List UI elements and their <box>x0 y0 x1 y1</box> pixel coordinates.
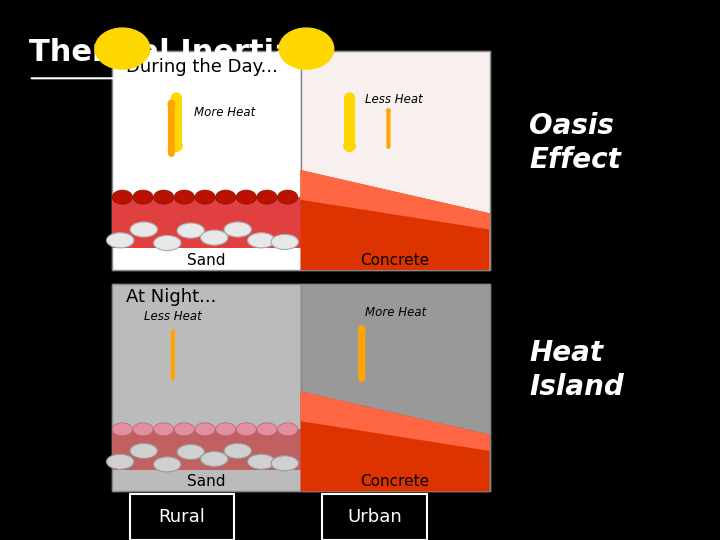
FancyBboxPatch shape <box>112 197 301 248</box>
Ellipse shape <box>130 443 158 458</box>
Ellipse shape <box>248 233 275 248</box>
Ellipse shape <box>271 456 299 471</box>
Ellipse shape <box>278 190 298 204</box>
Text: Less Heat: Less Heat <box>365 93 423 106</box>
Ellipse shape <box>257 423 277 436</box>
Text: Sand: Sand <box>187 253 225 268</box>
FancyBboxPatch shape <box>301 51 490 270</box>
Ellipse shape <box>177 223 204 238</box>
Ellipse shape <box>201 451 228 467</box>
Ellipse shape <box>130 222 158 237</box>
Ellipse shape <box>278 423 298 436</box>
Ellipse shape <box>201 230 228 245</box>
Ellipse shape <box>236 423 256 436</box>
Text: Concrete: Concrete <box>361 253 430 268</box>
Text: Thermal Inertia: Thermal Inertia <box>29 38 294 67</box>
Text: Heat
Island: Heat Island <box>529 339 624 401</box>
FancyBboxPatch shape <box>323 494 426 540</box>
Text: Rural: Rural <box>158 508 205 526</box>
Ellipse shape <box>215 423 235 436</box>
Text: Concrete: Concrete <box>361 474 430 489</box>
Ellipse shape <box>153 457 181 472</box>
Ellipse shape <box>195 190 215 204</box>
Ellipse shape <box>271 234 299 249</box>
Ellipse shape <box>153 235 181 251</box>
Ellipse shape <box>153 423 174 436</box>
Circle shape <box>95 28 150 69</box>
Ellipse shape <box>133 423 153 436</box>
Polygon shape <box>301 170 490 270</box>
Ellipse shape <box>224 222 251 237</box>
Ellipse shape <box>174 190 194 204</box>
FancyBboxPatch shape <box>112 51 301 270</box>
Text: Oasis
Effect: Oasis Effect <box>529 112 621 174</box>
Text: More Heat: More Heat <box>365 306 427 319</box>
Ellipse shape <box>257 190 277 204</box>
Ellipse shape <box>153 190 174 204</box>
Ellipse shape <box>112 423 132 436</box>
Circle shape <box>279 28 334 69</box>
Text: More Heat: More Heat <box>194 106 256 119</box>
Ellipse shape <box>174 423 194 436</box>
Ellipse shape <box>112 190 132 204</box>
Ellipse shape <box>224 443 251 458</box>
Text: Sand: Sand <box>187 474 225 489</box>
Polygon shape <box>301 392 490 491</box>
Text: At Night...: At Night... <box>126 288 217 306</box>
Polygon shape <box>301 392 490 451</box>
Text: Less Heat: Less Heat <box>144 310 202 323</box>
Ellipse shape <box>133 190 153 204</box>
FancyBboxPatch shape <box>112 284 301 491</box>
Text: During the Day...: During the Day... <box>126 58 278 76</box>
Ellipse shape <box>236 190 256 204</box>
FancyBboxPatch shape <box>130 494 234 540</box>
Ellipse shape <box>107 454 134 469</box>
FancyBboxPatch shape <box>112 284 490 491</box>
Text: Urban: Urban <box>347 508 402 526</box>
Ellipse shape <box>107 233 134 248</box>
FancyBboxPatch shape <box>112 429 301 470</box>
Polygon shape <box>301 170 490 230</box>
Ellipse shape <box>177 444 204 460</box>
FancyBboxPatch shape <box>301 284 490 491</box>
Ellipse shape <box>215 190 235 204</box>
Ellipse shape <box>195 423 215 436</box>
FancyBboxPatch shape <box>112 51 490 270</box>
Ellipse shape <box>248 454 275 469</box>
